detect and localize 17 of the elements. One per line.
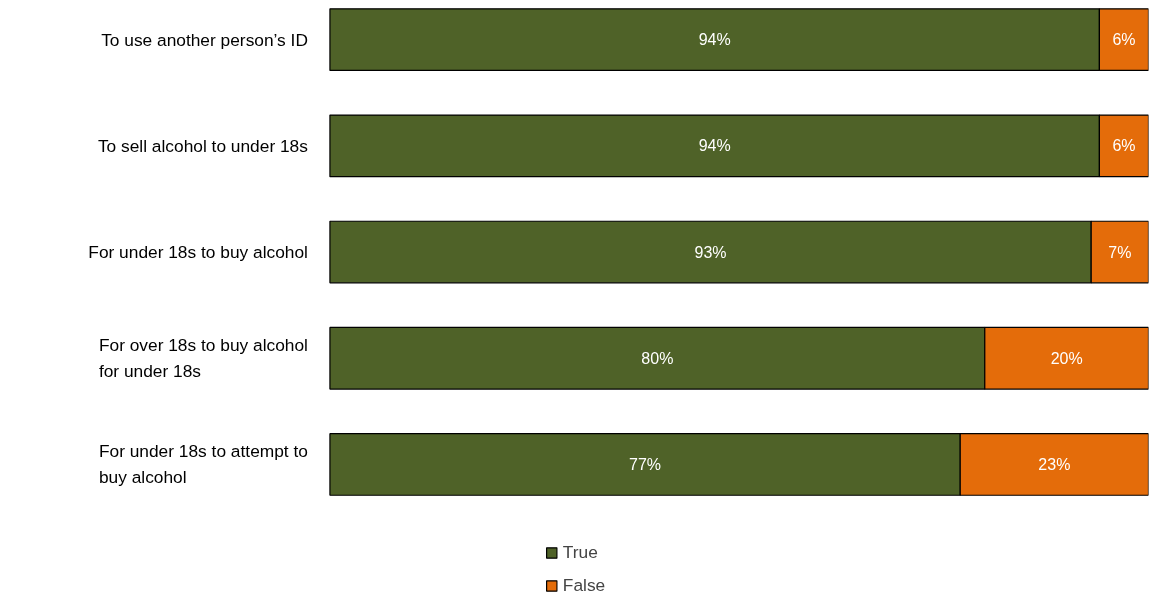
data-label: 93% bbox=[694, 243, 727, 261]
legend-label: True bbox=[562, 542, 598, 563]
data-label: 6% bbox=[1112, 31, 1136, 49]
data-label: 94% bbox=[698, 31, 731, 49]
y-tick-label: For over 18s to buy alcohol for under 18s bbox=[98, 335, 308, 382]
y-tick-label: To sell alcohol to under 18s bbox=[97, 135, 309, 156]
y-tick-label: To use another person’s ID bbox=[101, 29, 308, 50]
data-label: 80% bbox=[641, 349, 674, 367]
data-label: 6% bbox=[1112, 137, 1136, 155]
data-label: 94% bbox=[698, 137, 731, 155]
data-label: 20% bbox=[1050, 349, 1083, 367]
y-tick-label: For under 18s to buy alcohol bbox=[88, 242, 308, 263]
y-tick-label: For under 18s to attempt to buy alcohol bbox=[98, 441, 308, 488]
data-label: 77% bbox=[629, 455, 662, 473]
data-label: 23% bbox=[1038, 455, 1071, 473]
data-label: 7% bbox=[1108, 243, 1132, 261]
legend-label: False bbox=[562, 575, 606, 596]
